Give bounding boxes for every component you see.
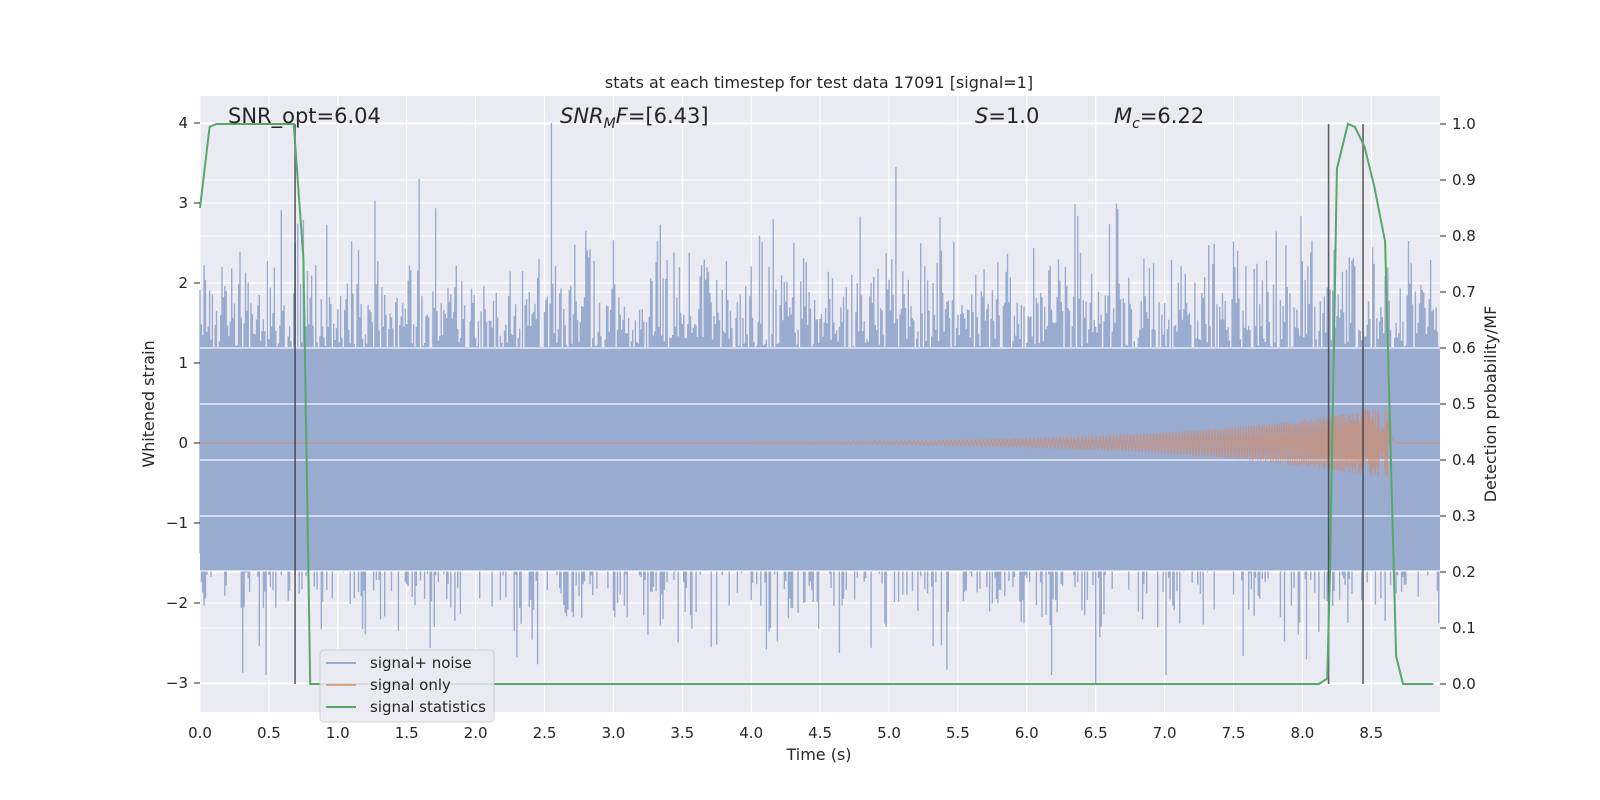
annotation-snr-mf-value: =[6.43] [628, 104, 709, 128]
legend-label-signal-noise: signal+ noise [370, 654, 472, 672]
annotation-snr-mf-var: SNR [560, 104, 604, 128]
legend-label-signal-only: signal only [370, 676, 451, 694]
y-axis-label-left: Whitened strain [139, 340, 158, 467]
signal-statistics-line [199, 122, 1434, 685]
y-right-tick-label: 0.7 [1452, 283, 1476, 301]
signal-only-series [199, 408, 1441, 479]
annotation-snr-mf-suffix: F [616, 104, 629, 128]
y-right-tick-label: 0.1 [1452, 619, 1476, 637]
x-tick-label: 6.5 [1084, 724, 1108, 742]
noise-core [200, 347, 1440, 571]
y-left-tick-label: −2 [166, 594, 188, 612]
annotation-snr-opt: SNR_opt=6.04 [228, 104, 381, 129]
x-tick-label: 2.5 [533, 724, 557, 742]
y-right-tick-label: 0.2 [1452, 563, 1476, 581]
x-tick-label: 8.0 [1290, 724, 1314, 742]
x-tick-label: 5.0 [877, 724, 901, 742]
x-tick-label: 4.5 [808, 724, 832, 742]
y-left-ticks: −3 −2 −1 0 1 2 3 4 [166, 114, 200, 692]
y-right-tick-label: 0.4 [1452, 451, 1476, 469]
annotation-snr-mf: SNRMF=[6.43] [560, 104, 709, 132]
y-right-tick-label: 0.9 [1452, 171, 1476, 189]
annotation-snr-mf-sub: M [604, 116, 616, 132]
y-left-tick-label: −3 [166, 674, 188, 692]
x-axis-label: Time (s) [785, 745, 851, 764]
x-tick-label: 0.0 [188, 724, 212, 742]
y-right-tick-label: 0.6 [1452, 339, 1476, 357]
annotation-mc-value: =6.22 [1140, 104, 1204, 128]
legend-label-signal-statistics: signal statistics [370, 698, 486, 716]
annotation-s: S=1.0 [975, 104, 1039, 128]
y-left-tick-label: 3 [178, 194, 188, 212]
x-tick-label: 1.5 [395, 724, 419, 742]
noise-band [200, 347, 1440, 572]
annotation-mc-sub: c [1132, 116, 1140, 132]
chart-title: stats at each timestep for test data 170… [605, 73, 1033, 92]
y-right-tick-label: 0.3 [1452, 507, 1476, 525]
y-left-tick-label: 2 [178, 274, 188, 292]
y-left-tick-label: 4 [178, 114, 188, 132]
chirp-line [199, 408, 1441, 479]
x-tick-label: 0.5 [257, 724, 281, 742]
annotation-mc: Mc=6.22 [1114, 104, 1204, 132]
legend: signal+ noise signal only signal statist… [319, 649, 495, 723]
annotation-s-var: S [975, 104, 988, 128]
y-right-tick-label: 1.0 [1452, 115, 1476, 133]
legend-box [319, 649, 495, 723]
y-left-tick-label: −1 [166, 514, 188, 532]
y-left-tick-label: 0 [178, 434, 188, 452]
x-tick-label: 6.0 [1015, 724, 1039, 742]
annotation-mc-var: M [1114, 104, 1132, 128]
y-right-tick-label: 0.8 [1452, 227, 1476, 245]
x-axis-ticks: 0.0 0.5 1.0 1.5 2.0 2.5 3.0 3.5 4.0 4.5 5.0 5.5 6.0 6… [188, 724, 1383, 742]
x-tick-label: 2.0 [464, 724, 488, 742]
x-tick-label: 4.0 [739, 724, 763, 742]
y-axis-label-right: Detection probability/MF [1481, 306, 1500, 503]
x-tick-label: 7.0 [1153, 724, 1177, 742]
y-right-tick-label: 0.0 [1452, 675, 1476, 693]
x-tick-label: 3.5 [670, 724, 694, 742]
x-tick-label: 8.5 [1359, 724, 1383, 742]
x-tick-label: 1.0 [326, 724, 350, 742]
y-right-tick-label: 0.5 [1452, 395, 1476, 413]
signal-statistics-series [199, 122, 1434, 685]
x-tick-label: 7.5 [1222, 724, 1246, 742]
x-tick-label: 3.0 [601, 724, 625, 742]
x-tick-label: 5.5 [946, 724, 970, 742]
y-right-ticks: 0.0 0.1 0.2 0.3 0.4 0.5 0.6 0.7 0.8 0.9 1.0 [1440, 115, 1476, 693]
y-left-tick-label: 1 [178, 354, 188, 372]
annotation-s-value: =1.0 [988, 104, 1039, 128]
